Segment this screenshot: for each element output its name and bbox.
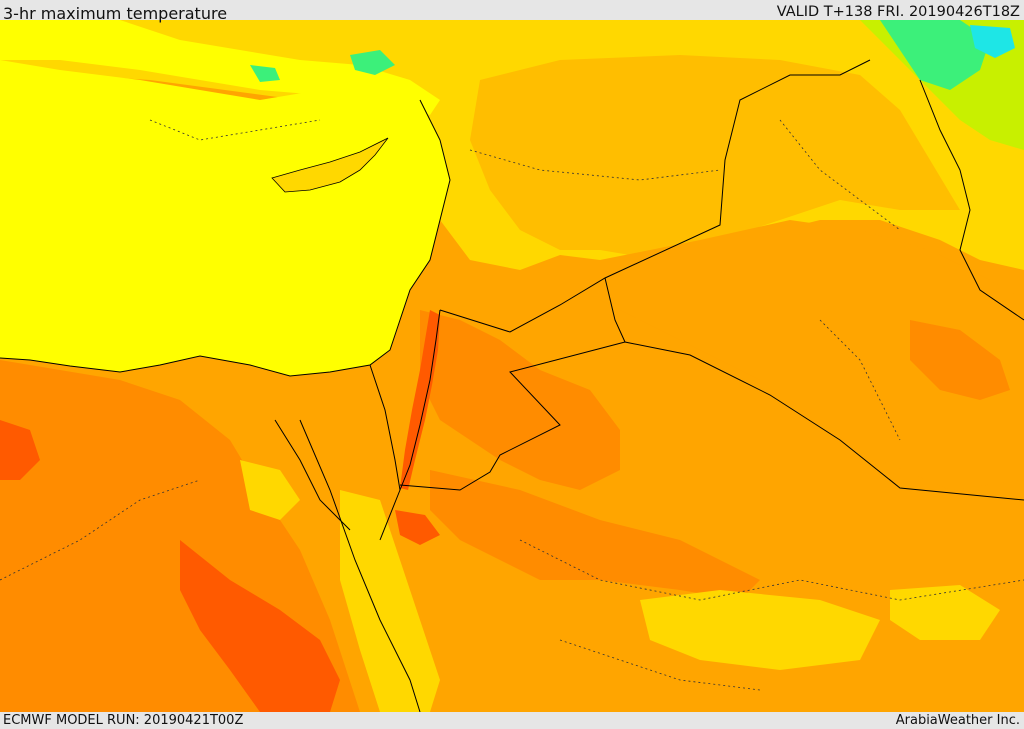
credit-label: ArabiaWeather Inc.	[895, 713, 1020, 728]
field-saudi-darkorange	[430, 470, 760, 600]
map-panel	[0, 20, 1024, 712]
field-caucasus-green	[880, 20, 990, 90]
field-caucasus-cyan	[970, 25, 1015, 58]
field-egypt-hot-west	[0, 420, 40, 480]
field-sinai-gold	[240, 460, 300, 520]
model-run-label: ECMWF MODEL RUN: 20190421T00Z	[3, 713, 244, 728]
jordan-valley	[400, 310, 440, 490]
temperature-map	[0, 20, 1024, 712]
field-turkey-green-2	[250, 65, 280, 82]
field-south-gold	[640, 590, 880, 670]
field-egypt-hot	[180, 540, 340, 712]
field-hejaz-gold	[340, 490, 440, 712]
valid-time: VALID T+138 FRI. 20190426T18Z	[776, 4, 1020, 20]
header-bar: 3-hr maximum temperature VALID T+138 FRI…	[0, 0, 1024, 23]
mediterranean-sea	[0, 60, 450, 376]
cyprus	[271, 137, 389, 193]
map-title: 3-hr maximum temperature	[3, 4, 228, 23]
field-iraq-orange	[600, 220, 1024, 490]
footer-bar: ECMWF MODEL RUN: 20190421T00Z ArabiaWeat…	[0, 712, 1024, 729]
field-southeast-gold	[890, 585, 1000, 640]
field-aqaba-hot	[395, 510, 440, 545]
field-jordan-darkorange	[420, 310, 620, 490]
country-borders	[0, 59, 1024, 712]
field-iraq-darkorange	[910, 320, 1010, 400]
field-turkey-green	[350, 50, 395, 75]
admin-boundaries	[0, 119, 1024, 691]
turkey-yellow	[0, 20, 440, 115]
field-syria-lightorange	[470, 55, 960, 260]
